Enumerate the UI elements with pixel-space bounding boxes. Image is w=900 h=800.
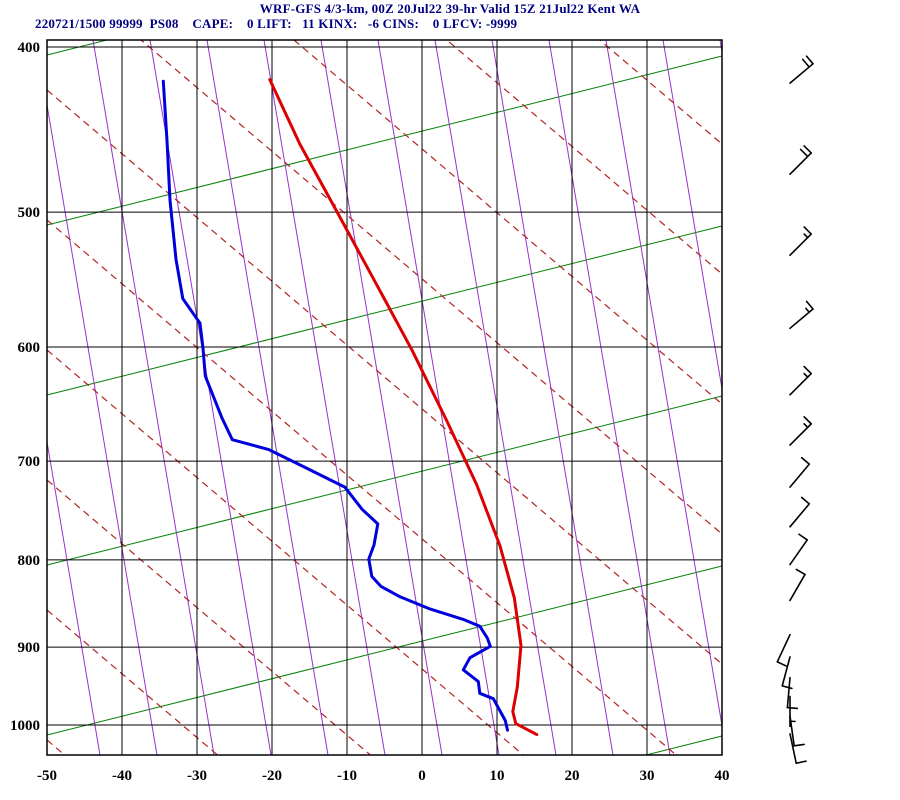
moist-adiabat-line xyxy=(149,40,272,755)
moist-adiabat-line xyxy=(605,40,722,729)
wind-barb xyxy=(789,226,813,257)
wind-barb xyxy=(789,733,807,765)
moist-adiabat-line xyxy=(320,40,443,755)
wind-barb xyxy=(789,145,813,175)
dry-adiabat-line xyxy=(47,349,525,755)
chart-title: WRF-GFS 4/3-km, 00Z 20Jul22 39-hr Valid … xyxy=(259,1,641,16)
moist-adiabat-line xyxy=(263,40,386,755)
dry-adiabat-line xyxy=(47,609,219,755)
moist-adiabat-line xyxy=(92,40,215,755)
chart-info-line: 220721/1500 99999 PS08 CAPE: 0 LIFT: 11 … xyxy=(35,16,518,31)
moist-adiabat-line xyxy=(662,40,722,392)
axis-labels: 400 500 600 700 800 900 1000 -50 -40 -30 -20 -10 0 10… xyxy=(10,40,730,784)
plot-border xyxy=(46,39,723,756)
moist-adiabat-line xyxy=(47,438,101,755)
pressure-axis-label: 400 xyxy=(18,40,41,56)
dry-adiabat-line xyxy=(47,219,678,755)
moist-adiabat-line xyxy=(548,40,671,755)
temperature-axis-label: -20 xyxy=(262,768,282,784)
temperature-axis-label: -40 xyxy=(112,768,132,784)
wind-barb xyxy=(789,416,813,446)
dry-adiabat-line xyxy=(445,40,722,275)
pressure-axis-label: 500 xyxy=(18,205,41,221)
temperature-axis-label: -30 xyxy=(187,768,207,784)
wind-barb xyxy=(789,715,805,747)
temperature-trace xyxy=(268,78,539,737)
wind-barb xyxy=(786,676,799,710)
wind-barb xyxy=(789,365,813,396)
moist-adiabat-line xyxy=(491,40,614,755)
dry-adiabat-line xyxy=(598,40,722,145)
wind-barb xyxy=(789,568,806,602)
temperature-axis-label: -50 xyxy=(37,768,57,784)
temperature-axis-label: 20 xyxy=(565,768,580,784)
dry-adiabat-line xyxy=(47,479,372,755)
moist-adiabat-line xyxy=(377,40,500,755)
moist-adiabat-line xyxy=(206,40,329,755)
wind-barb xyxy=(789,456,811,488)
temperature-axis-label: 30 xyxy=(640,768,655,784)
dry-adiabat-line xyxy=(140,40,722,535)
pressure-temperature-grid xyxy=(47,40,722,755)
isotherm-line xyxy=(47,395,722,566)
dry-adiabat-line xyxy=(47,89,722,665)
temperature-axis-label: 10 xyxy=(490,768,505,784)
pressure-axis-label: 800 xyxy=(18,553,41,569)
temperature-axis-label: -10 xyxy=(337,768,357,784)
moist-adiabat-line xyxy=(719,40,722,55)
pressure-axis-label: 700 xyxy=(18,454,41,470)
isotherm-line xyxy=(47,225,722,396)
wind-barb xyxy=(781,656,793,690)
pressure-axis-label: 900 xyxy=(18,640,41,656)
isotherm-line xyxy=(47,565,722,736)
wind-barb xyxy=(789,496,811,528)
pressure-axis-label: 600 xyxy=(18,340,41,356)
wind-barb xyxy=(789,533,809,566)
wind-barb-column xyxy=(776,55,814,765)
wind-barb xyxy=(776,633,791,667)
wind-barb xyxy=(789,300,814,330)
isotherm-line xyxy=(644,735,722,755)
background-reference-lines xyxy=(47,40,722,755)
moist-adiabat-line xyxy=(47,102,158,755)
moist-adiabat-line xyxy=(434,40,557,755)
pressure-axis-label: 1000 xyxy=(10,718,40,734)
isotherm-line xyxy=(47,55,722,226)
wind-barb xyxy=(789,55,814,84)
dry-adiabat-line xyxy=(47,739,66,755)
dewpoint-trace xyxy=(161,79,509,732)
temperature-axis-label: 0 xyxy=(418,768,426,784)
temperature-axis-label: 40 xyxy=(715,768,730,784)
dry-adiabat-line xyxy=(293,40,722,405)
